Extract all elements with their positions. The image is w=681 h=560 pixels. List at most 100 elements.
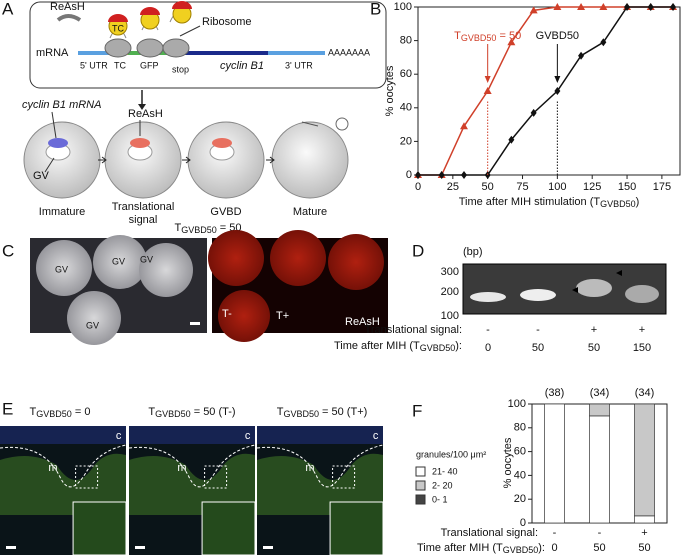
panel-label: E: [2, 399, 13, 418]
x-tick-label: 75: [516, 181, 528, 193]
subscript: GVBD50: [36, 409, 72, 419]
stage: signal: [129, 214, 158, 226]
label: c: [116, 430, 122, 442]
label: m: [48, 462, 57, 474]
legend-swatch: [415, 480, 426, 491]
tissue: [257, 453, 383, 515]
row-label: Translational signal:: [441, 527, 538, 539]
scale-bar: [263, 546, 273, 549]
arrow-head: [554, 76, 561, 83]
label: GV: [112, 256, 125, 266]
label: +: [591, 324, 597, 336]
tc-cap: [172, 1, 192, 9]
outline: [0, 444, 127, 488]
label: 50: [588, 342, 600, 354]
panel-a: ReAsH TC Ribosome mRNA 5' UTR TC GFP sto…: [22, 1, 387, 226]
panel-c: TGVBD50 = 50 GV GV GV GV T- T+ ReAsH: [30, 222, 388, 345]
band: [470, 292, 506, 302]
oocyte: [139, 243, 193, 297]
label: 150: [633, 342, 651, 354]
x-tick-label: 100: [548, 181, 566, 193]
bar-label: (34): [590, 387, 610, 399]
label: TGVBD50 = 50: [454, 30, 521, 43]
label: T-: [222, 308, 232, 320]
label: cyclin B1: [220, 60, 264, 72]
text-part: T: [30, 406, 37, 418]
label: (bp): [463, 246, 483, 258]
subscript: GVBD50: [503, 545, 539, 555]
subscript: GVBD50: [155, 409, 191, 419]
bar-segment: [589, 415, 610, 524]
legend-label: 2- 20: [432, 480, 453, 490]
bar-segment: [589, 403, 610, 417]
polar-body: [335, 117, 349, 131]
leader: [44, 157, 55, 173]
subscript: GVBD50: [461, 33, 497, 43]
label: Translational signal:: [365, 324, 462, 336]
y-tick-label: 20: [400, 135, 412, 147]
stage: Translational: [112, 201, 175, 213]
legend-title: granules/100 μm²: [416, 449, 486, 459]
arrowheads: [572, 270, 622, 293]
y-tick-label: 60: [514, 446, 526, 458]
inset: [72, 501, 127, 556]
y-tick-label: 80: [514, 422, 526, 434]
label: 3' UTR: [285, 60, 313, 70]
stage: Mature: [293, 206, 327, 218]
arrow-head: [138, 104, 146, 110]
y-tick-label: 100: [394, 1, 412, 13]
panel-label: C: [2, 241, 14, 260]
surface: [257, 426, 383, 444]
y-axis-label: % oocytes: [384, 65, 396, 116]
marker: [577, 3, 586, 10]
marker: [553, 3, 562, 10]
label: GV: [86, 320, 99, 330]
reash-spot: [130, 138, 150, 148]
bar-label: (38): [545, 387, 565, 399]
tc-cap: [108, 14, 128, 22]
text-part: Time after MIH stimulation (T: [459, 196, 601, 208]
outline: [128, 444, 256, 488]
y-tick-label: 100: [508, 398, 526, 410]
label: mRNA: [36, 47, 69, 59]
label: AAAAAAA: [328, 47, 370, 57]
label: ReAsH: [128, 108, 163, 120]
inset: [329, 501, 384, 556]
label: ReAsH: [50, 1, 85, 13]
columns: - 0 - 50 +50 +150: [485, 324, 651, 354]
label: TGVBD50 = 50 (T+): [277, 406, 368, 419]
x-tick-label: 175: [653, 181, 671, 193]
label: m: [177, 462, 186, 474]
text-part: = 0: [72, 406, 91, 418]
band: [625, 285, 659, 303]
marker: [415, 171, 421, 179]
label: T+: [276, 310, 289, 322]
subscript: GVBD50: [600, 199, 636, 209]
panel-label: F: [412, 401, 422, 420]
inset: [201, 501, 256, 556]
scale-bar: [135, 546, 145, 549]
marker: [578, 51, 585, 60]
leader: [51, 111, 57, 139]
x-tick-label: 50: [638, 542, 650, 554]
x-tick-label: 150: [618, 181, 636, 193]
label: ReAsH: [345, 316, 380, 328]
marker: [460, 171, 467, 179]
text-part: = 50 (T+): [319, 406, 367, 418]
oocyte: [218, 290, 270, 342]
label: GFP: [140, 60, 159, 70]
stage: GVBD: [210, 206, 241, 218]
marker: [438, 171, 445, 179]
label: GV: [140, 254, 153, 264]
label: Time after MIH stimulation (TGVBD50): [459, 196, 640, 209]
text-part: Time after MIH (T: [417, 542, 503, 554]
y-tick-label: 40: [514, 469, 526, 481]
marker: [670, 3, 677, 11]
y-tick-label: 0: [520, 517, 526, 529]
label: 0: [485, 342, 491, 354]
scale-bar: [6, 546, 16, 549]
label: 200: [441, 286, 459, 298]
marker: [529, 6, 538, 14]
